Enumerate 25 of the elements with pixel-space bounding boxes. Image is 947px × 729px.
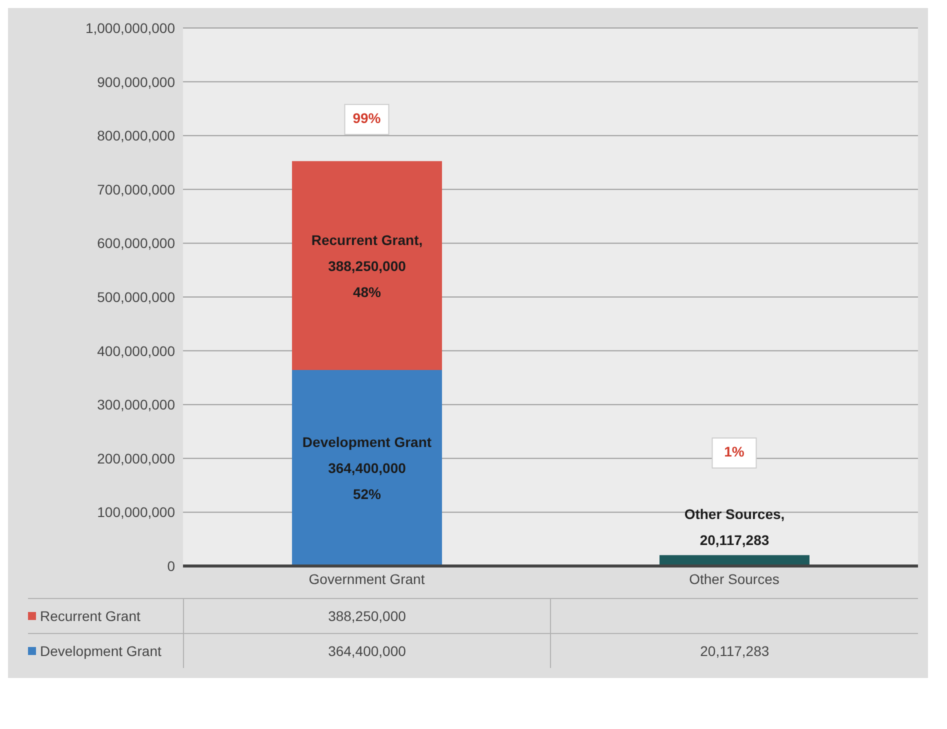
y-tick-label: 100,000,000 xyxy=(97,504,176,520)
bar xyxy=(292,161,442,370)
data-label: Recurrent Grant, 388,250,000 48% xyxy=(311,230,423,302)
x-tick-label: Government Grant xyxy=(308,570,425,587)
y-tick-label: 700,000,000 xyxy=(97,181,176,198)
text: 20,117,283 xyxy=(550,634,918,668)
legend-label: Recurrent Grant xyxy=(40,608,140,624)
y-tick-label: 0 xyxy=(167,558,176,574)
y-tick-label: 200,000,000 xyxy=(97,450,176,466)
data-label: Development Grant 364,400,000 52% xyxy=(302,432,432,504)
legend-label: Development Grant xyxy=(40,643,162,659)
text: 388,250,000 xyxy=(182,599,550,633)
text: 364,400,000 xyxy=(182,634,550,668)
annotation: 1% xyxy=(724,444,745,460)
annotation: 99% xyxy=(352,110,382,126)
y-tick-label: 1,000,000,000 xyxy=(85,20,176,36)
y-tick-label: 600,000,000 xyxy=(97,235,176,252)
y-tick-label: 500,000,000 xyxy=(97,288,176,305)
x-tick-label: Other Sources xyxy=(689,570,780,587)
y-tick-label: 900,000,000 xyxy=(97,74,176,90)
data-label: Other Sources, 20,117,283 xyxy=(684,505,785,550)
y-tick-label: 400,000,000 xyxy=(97,342,176,359)
bar xyxy=(292,370,442,566)
y-tick-label: 300,000,000 xyxy=(97,396,176,413)
y-tick-label: 800,000,000 xyxy=(97,128,176,144)
